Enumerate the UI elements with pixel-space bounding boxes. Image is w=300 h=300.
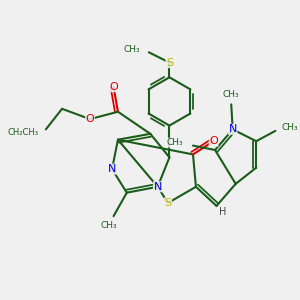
Text: N: N — [229, 124, 237, 134]
Text: O: O — [209, 136, 218, 146]
Text: CH₃: CH₃ — [166, 138, 183, 147]
Text: O: O — [109, 82, 118, 92]
Text: CH₃: CH₃ — [223, 90, 240, 99]
Text: N: N — [108, 164, 116, 174]
Text: N: N — [154, 182, 162, 192]
Text: CH₃: CH₃ — [101, 220, 117, 230]
Text: CH₂CH₃: CH₂CH₃ — [8, 128, 38, 137]
Text: CH₃: CH₃ — [123, 45, 140, 54]
Text: O: O — [85, 114, 94, 124]
Text: S: S — [164, 198, 172, 208]
Text: H: H — [219, 207, 226, 217]
Text: CH₃: CH₃ — [281, 123, 298, 132]
Text: S: S — [166, 58, 173, 68]
